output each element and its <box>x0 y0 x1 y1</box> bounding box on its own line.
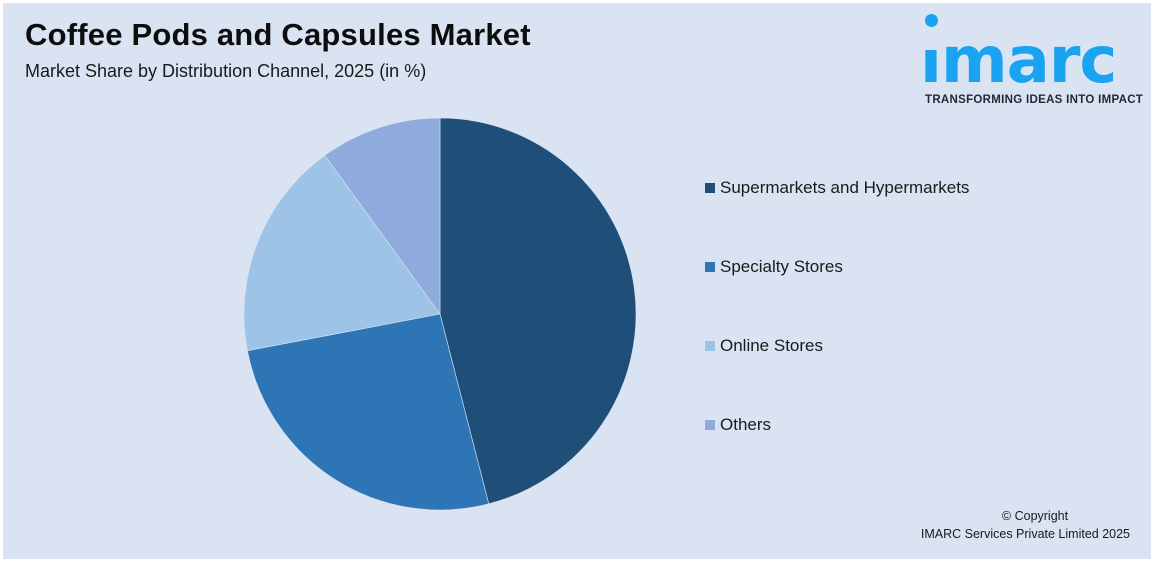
pie-slice-others <box>324 117 441 315</box>
logo-dot-cover <box>920 32 944 50</box>
copyright: © Copyright IMARC Services Private Limit… <box>900 507 1130 543</box>
logo-tagline: TRANSFORMING IDEAS INTO IMPACT <box>925 94 1144 106</box>
copyright-line2: IMARC Services Private Limited 2025 <box>920 527 1130 541</box>
pie-slices <box>243 117 637 511</box>
legend-label: Online Stores <box>720 336 823 355</box>
legend-item-supermarkets: Supermarkets and Hypermarkets <box>705 178 969 198</box>
pie-slice-online-stores <box>243 155 441 352</box>
legend-item-others: Others <box>705 415 771 435</box>
legend-swatch <box>705 341 715 351</box>
legend-swatch <box>705 183 715 193</box>
logo-wordmark: imarc <box>920 24 1117 98</box>
copyright-line1: © Copyright <box>1001 509 1069 523</box>
pie-slice-specialty-stores <box>247 313 490 511</box>
legend-label: Specialty Stores <box>720 257 843 276</box>
chart-subtitle: Market Share by Distribution Channel, 20… <box>25 61 427 81</box>
pie-slice-supermarkets-and-hypermarkets <box>439 117 637 505</box>
legend-swatch <box>705 262 715 272</box>
legend-swatch <box>705 420 715 430</box>
chart-title: Coffee Pods and Capsules Market <box>25 17 531 52</box>
logo-dot-icon <box>925 14 938 27</box>
legend-item-specialty: Specialty Stores <box>705 257 843 277</box>
legend-label: Others <box>720 415 772 434</box>
legend-label: Supermarkets and Hypermarkets <box>720 178 970 197</box>
pie-chart <box>243 117 637 511</box>
legend-item-online: Online Stores <box>705 336 823 356</box>
imarc-logo: imarc <box>920 12 1142 112</box>
